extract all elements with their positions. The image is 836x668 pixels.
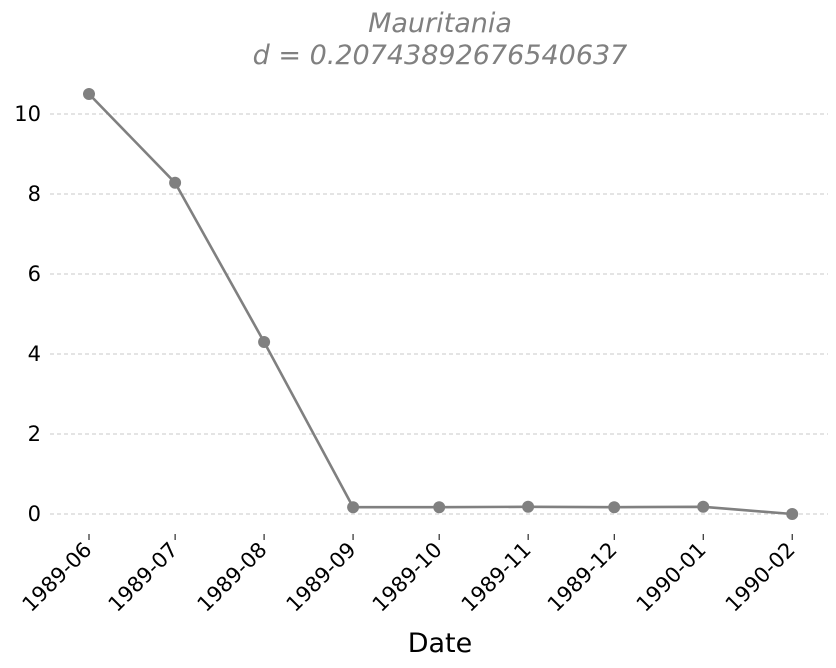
x-tick-label: 1990-02 (721, 538, 800, 617)
x-tick-label: 1989-08 (193, 538, 272, 617)
x-tick-label: 1989-06 (18, 538, 97, 617)
x-tick-label: 1989-12 (543, 538, 622, 617)
y-tick-label: 10 (14, 102, 41, 126)
x-tick-label: 1990-01 (632, 538, 711, 617)
x-tick-label: 1989-07 (104, 538, 183, 617)
x-tick-label: 1989-11 (457, 538, 536, 617)
chart-title: Mauritania (368, 8, 512, 39)
data-point (433, 501, 446, 514)
data-point (258, 336, 271, 348)
series-line (88, 93, 793, 516)
data-point (786, 508, 799, 520)
data-point (608, 501, 621, 514)
grid-lines (50, 113, 828, 515)
y-tick-label: 4 (28, 342, 41, 366)
x-tick-label: 1989-10 (368, 538, 447, 617)
data-point (347, 501, 360, 514)
y-tick-label: 8 (28, 182, 41, 206)
chart-subtitle: d = 0.20743892676540637 (253, 40, 628, 71)
y-tick-labels: 0 2 4 6 8 10 (14, 102, 41, 526)
x-axis-title: Date (408, 628, 473, 659)
data-point (83, 88, 95, 100)
x-ticks: 1989-06 1989-07 1989-08 1989-09 1989-10 1989-… (18, 534, 800, 617)
y-tick-label: 0 (28, 502, 41, 526)
data-point (169, 176, 182, 189)
series-layer (83, 88, 799, 520)
x-tick-label: 1989-09 (282, 538, 361, 617)
y-tick-label: 2 (28, 422, 41, 446)
data-point (697, 500, 710, 513)
data-point (522, 500, 535, 513)
y-tick-label: 6 (28, 262, 41, 286)
